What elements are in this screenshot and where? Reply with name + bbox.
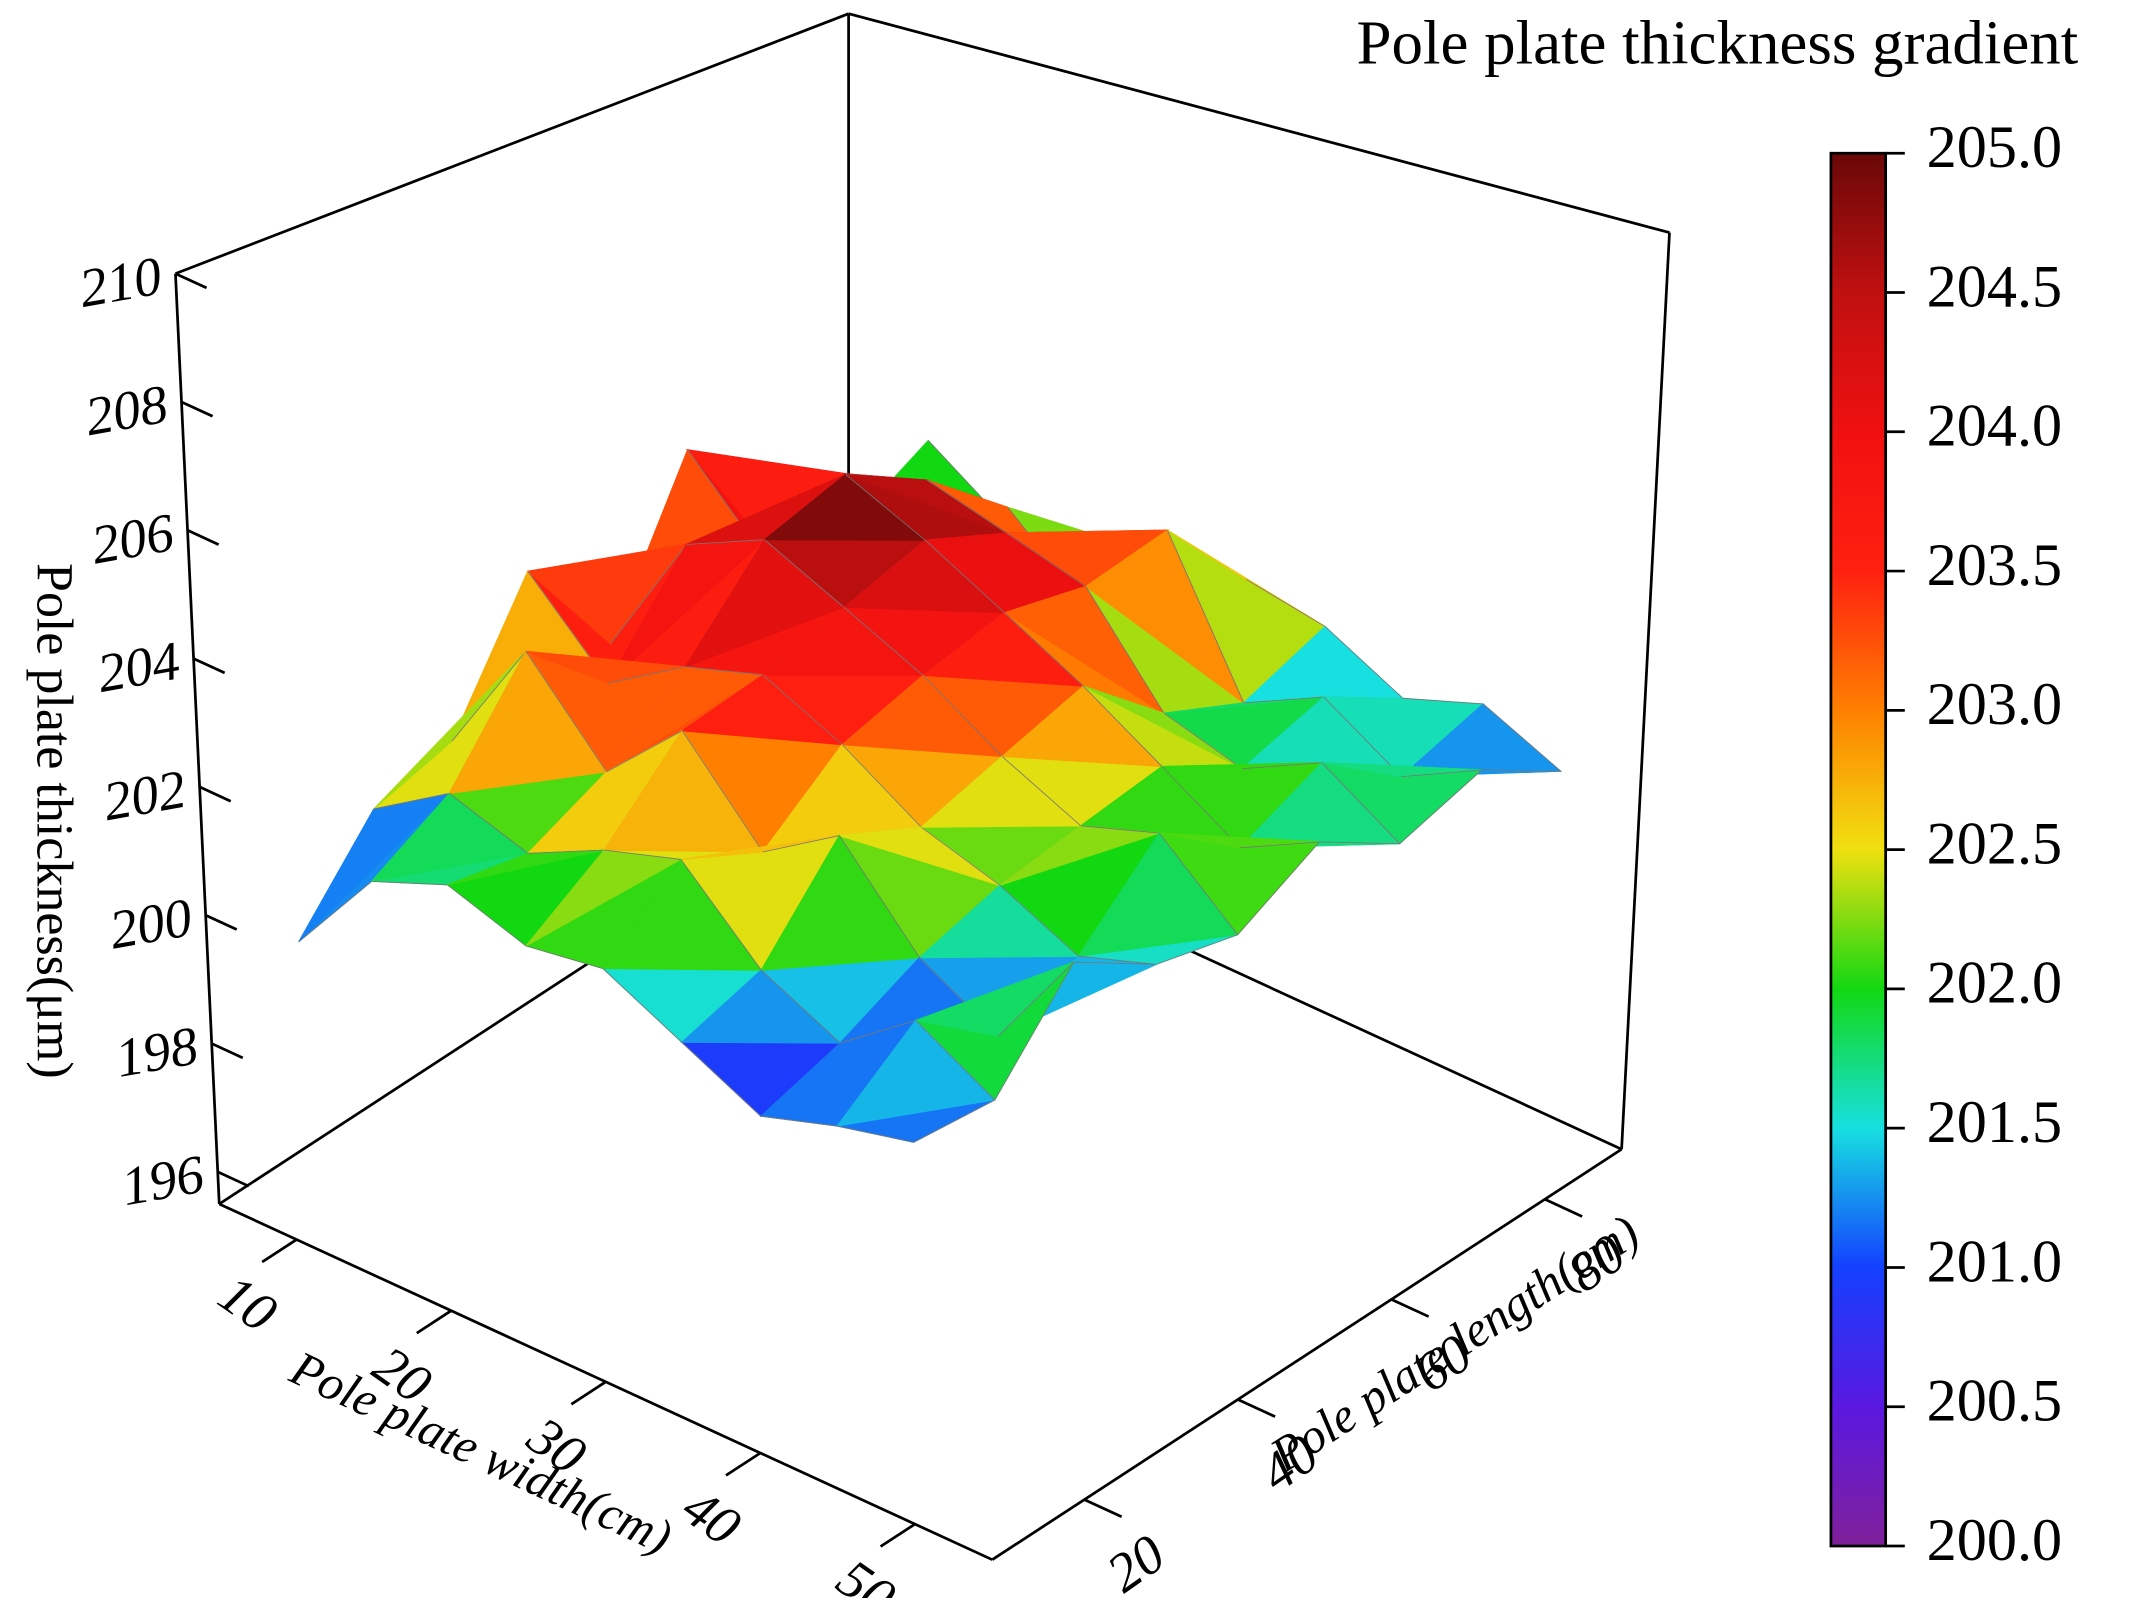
- surface: [298, 439, 1563, 1143]
- y-tick: [1390, 1298, 1430, 1318]
- colorbar-tick-label: 201.0: [1927, 1228, 2062, 1295]
- y-axis: [991, 1148, 1623, 1561]
- x-tick: [879, 1522, 916, 1548]
- colorbar-tick-label: 200.5: [1927, 1368, 2062, 1435]
- x-tick-label: 10: [208, 1262, 288, 1343]
- z-tick-label: 200: [105, 886, 196, 960]
- z-tick: [199, 785, 232, 803]
- x-tick: [570, 1380, 607, 1406]
- colorbar-tick-label: 205.0: [1927, 114, 2062, 181]
- z-tick: [217, 1170, 250, 1188]
- x-tick-label: 50: [826, 1547, 906, 1598]
- box-edge: [848, 12, 1670, 234]
- z-tick: [205, 914, 238, 931]
- colorbar-tick-label: 203.5: [1927, 532, 2062, 599]
- colorbar-tick-label: 202.0: [1927, 950, 2062, 1017]
- z-axis: [174, 273, 221, 1205]
- x-tick-label: 40: [672, 1476, 752, 1557]
- colorbar-tick-label: 204.0: [1927, 393, 2062, 460]
- z-tick-label: 208: [81, 373, 172, 447]
- z-tick-label: 206: [87, 501, 179, 575]
- colorbar-tick-label: 201.5: [1927, 1089, 2062, 1156]
- surface-grid: [837, 1020, 996, 1143]
- y-tick: [1544, 1198, 1583, 1218]
- box-edge: [1620, 232, 1671, 1150]
- y-tick: [1083, 1498, 1123, 1519]
- x-tick: [416, 1309, 452, 1335]
- colorbar-tick-label: 200.0: [1927, 1507, 2062, 1574]
- z-tick: [174, 272, 208, 290]
- y-tick: [1237, 1398, 1276, 1418]
- colorbar: [1829, 151, 1888, 1548]
- z-tick-label: 198: [111, 1015, 202, 1089]
- x-tick: [725, 1451, 762, 1477]
- z-tick-label: 196: [117, 1143, 209, 1217]
- z-tick: [193, 657, 226, 675]
- colorbar-tick-label: 203.0: [1927, 671, 2062, 738]
- chart-title: Pole plate thickness gradient: [1357, 8, 2079, 78]
- colorbar-tick-label: 202.5: [1927, 810, 2062, 877]
- z-tick: [186, 529, 220, 546]
- z-tick-label: 204: [93, 630, 184, 704]
- z-tick-label: 202: [99, 758, 190, 832]
- x-axis-title: Pole plate width(cm): [282, 1340, 680, 1565]
- y-tick-label: 20: [1096, 1522, 1176, 1598]
- x-tick: [261, 1238, 298, 1264]
- z-tick: [180, 400, 214, 418]
- z-tick: [211, 1042, 244, 1060]
- colorbar-tick-label: 204.5: [1927, 253, 2062, 320]
- z-tick-label: 210: [75, 245, 166, 319]
- box-edge: [174, 12, 850, 275]
- z-axis-title: Pole plate thickness(μm): [26, 563, 83, 1079]
